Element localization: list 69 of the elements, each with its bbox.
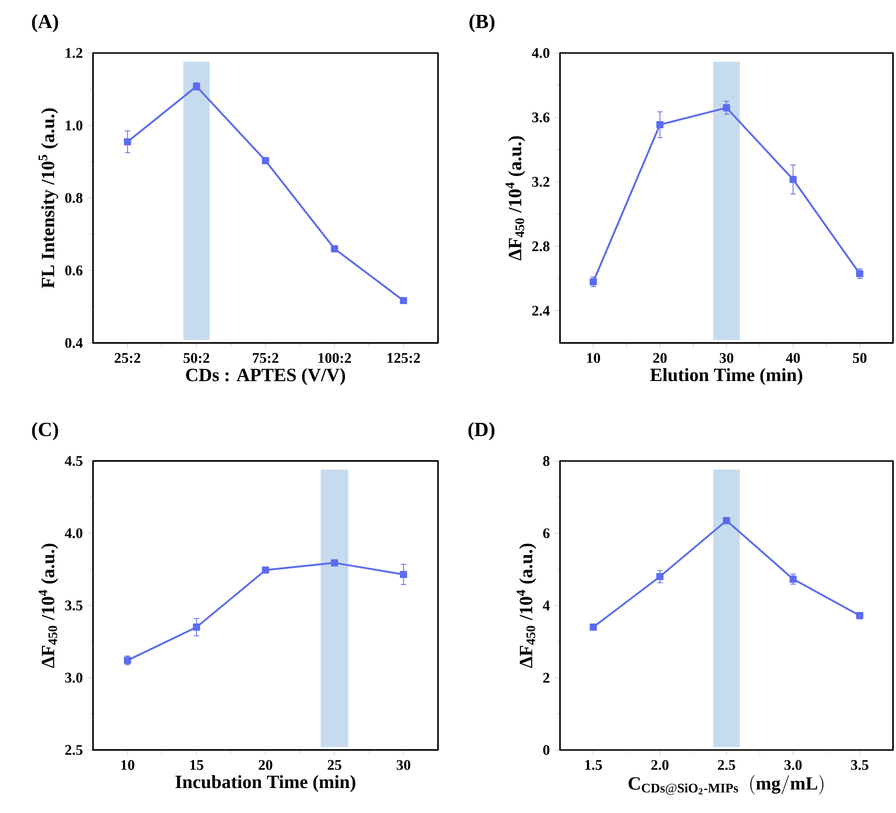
y-tick-label: 0.4 xyxy=(65,338,83,348)
y-tick-label: 1.0 xyxy=(66,120,82,130)
y-tick-label: 3.5 xyxy=(65,600,82,610)
x-tick-label: 20 xyxy=(258,760,272,770)
y-tick-label: 4.0 xyxy=(532,48,550,58)
x-tick-label: 50 xyxy=(852,353,866,363)
x-tick-label: 10 xyxy=(121,760,134,770)
y-axis-title: ΔF$_{450}$ /10$^{4}$ (a.u.) xyxy=(506,136,526,260)
x-axis-title: Incubation Time (min) xyxy=(176,775,356,792)
x-tick-label: 2.5 xyxy=(718,760,736,770)
y-tick-label: 3.6 xyxy=(532,112,550,122)
x-axis-title: CDs : APTES (V/V) xyxy=(186,368,346,386)
y-tick-label: 6 xyxy=(543,528,550,538)
x-tick-label: 75:2 xyxy=(252,353,278,363)
x-tick-label: 20 xyxy=(653,353,667,363)
y-tick-label: 2.8 xyxy=(532,241,550,252)
x-tick-label: 3.0 xyxy=(784,760,802,770)
point xyxy=(856,612,864,620)
y-tick-label: 2 xyxy=(543,672,550,683)
chart-title: (D) xyxy=(468,422,494,440)
x-axis-title: Elution Time (min) xyxy=(650,368,802,386)
x-tick-label: 25 xyxy=(328,760,342,770)
y-tick-label: 2.5 xyxy=(65,745,82,755)
point xyxy=(330,559,338,566)
x-tick-label: 100:2 xyxy=(318,353,351,363)
y-tick-label: 0 xyxy=(543,745,550,755)
point xyxy=(590,624,597,631)
point xyxy=(262,157,270,164)
chart-title: (A) xyxy=(32,14,58,32)
y-tick-label: 4.0 xyxy=(64,528,82,538)
y-tick-label: 0.8 xyxy=(65,193,82,203)
x-tick-label: 10 xyxy=(587,353,600,363)
y-axis-title: FL Intensity /10$^{5}$ (a.u.) xyxy=(38,108,58,288)
y-tick-label: 1.2 xyxy=(66,48,82,58)
chart-title: (B) xyxy=(470,14,494,32)
point xyxy=(790,576,797,583)
y-tick-label: 0.6 xyxy=(65,266,83,276)
point xyxy=(790,176,797,184)
x-tick-label: 3.5 xyxy=(851,760,868,770)
y-axis-title: ΔF$_{450}$ /10$^{4}$ (a.u.) xyxy=(516,544,536,668)
point xyxy=(722,104,730,112)
x-tick-label: 2.0 xyxy=(651,760,669,770)
point xyxy=(656,572,664,580)
point xyxy=(192,624,200,631)
x-tick-label: 40 xyxy=(786,353,800,363)
chart-title: (C) xyxy=(32,422,58,440)
point xyxy=(262,566,270,574)
y-tick-label: 8 xyxy=(543,456,550,466)
x-axis-title: $\mathbf{C_{CDs@SiO_{2}\text{-}MIPs}\ \ (mg/mL)}$ xyxy=(628,775,824,795)
x-tick-label: 25:2 xyxy=(114,353,140,363)
x-tick-label: 50:2 xyxy=(184,353,210,363)
point xyxy=(124,138,132,146)
y-tick-label: 3.0 xyxy=(65,672,82,683)
y-tick-label: 3.2 xyxy=(532,176,550,187)
y-axis-title: ΔF$_{450}$ /10$^{4}$ (a.u.) xyxy=(38,544,58,668)
y-tick-label: 4.5 xyxy=(64,456,82,466)
point xyxy=(400,296,408,304)
point xyxy=(856,270,864,278)
point xyxy=(400,570,408,578)
y-tick-label: 4 xyxy=(542,600,550,610)
point xyxy=(330,245,338,252)
point xyxy=(722,516,730,524)
y-tick-label: 2.4 xyxy=(532,306,550,316)
x-tick-label: 125:2 xyxy=(388,353,420,363)
x-tick-label: 1.5 xyxy=(585,760,602,770)
point xyxy=(656,121,664,128)
x-tick-label: 15 xyxy=(190,760,204,770)
x-tick-label: 30 xyxy=(720,353,734,363)
x-tick-label: 30 xyxy=(396,760,410,770)
